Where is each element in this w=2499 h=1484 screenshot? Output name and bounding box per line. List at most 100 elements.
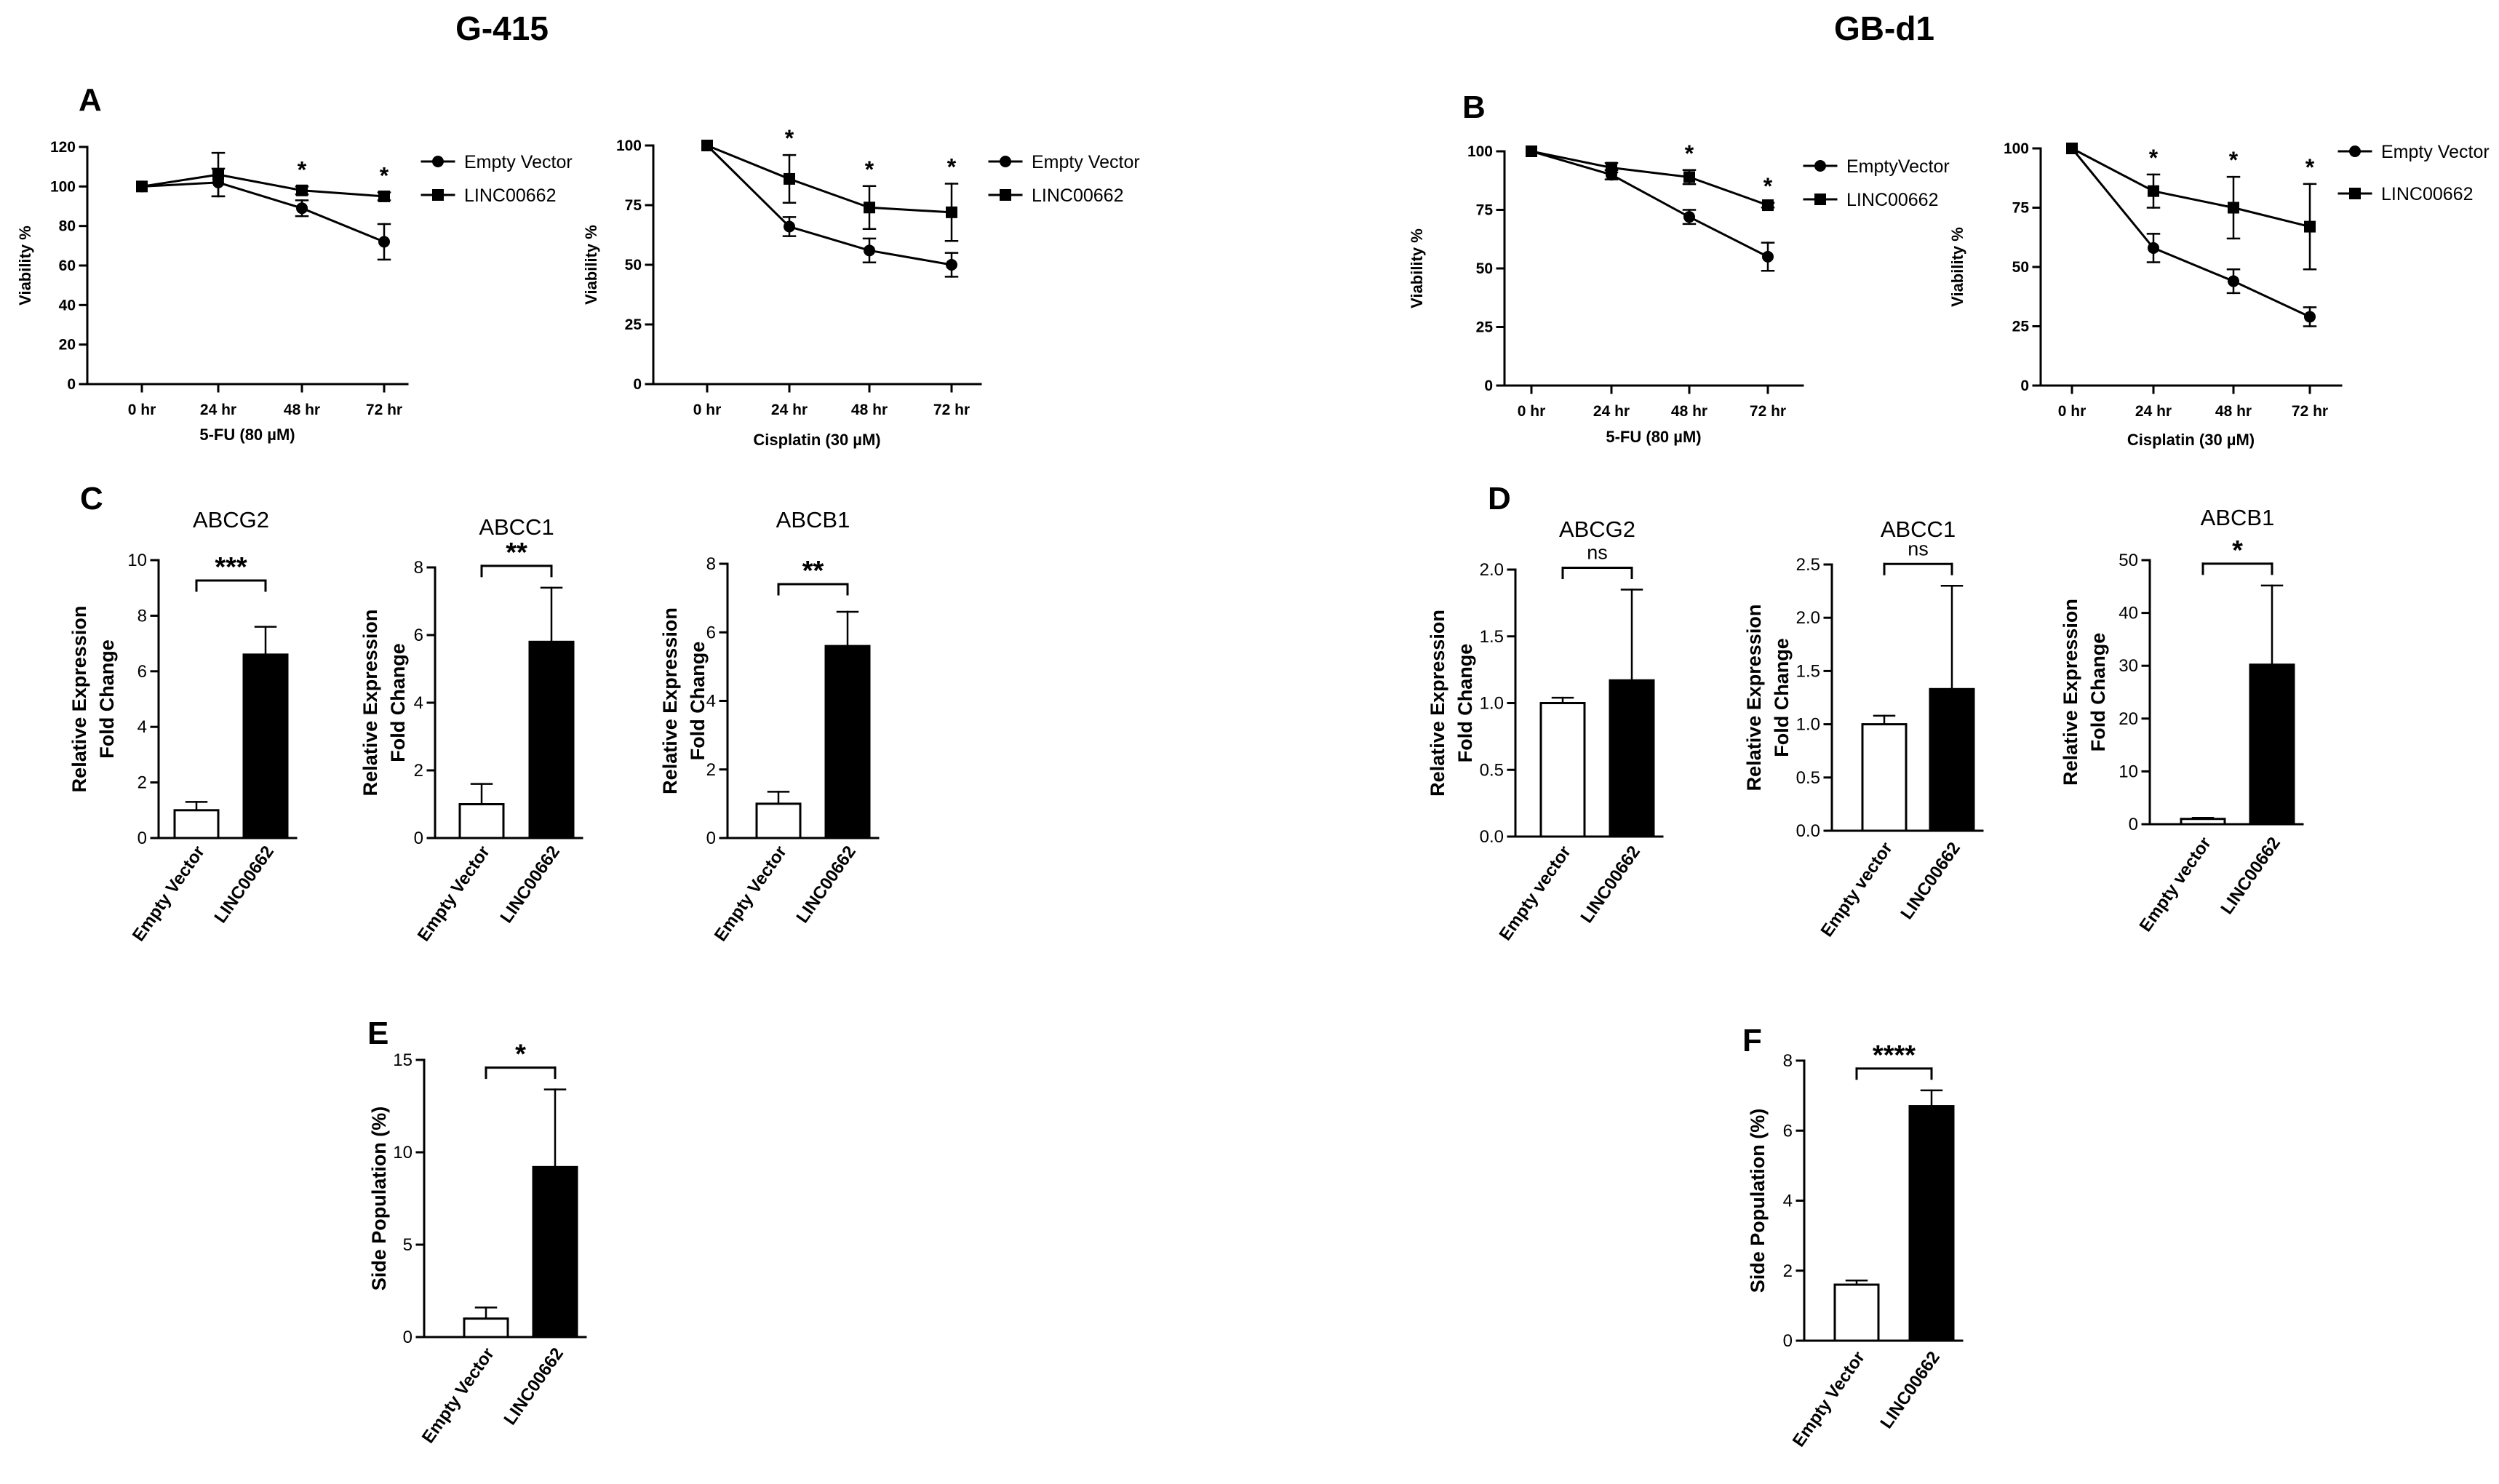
y-tick-label-e: 0 — [403, 1328, 412, 1347]
data-point-a2 — [946, 206, 957, 218]
legend-marker-b2 — [2349, 145, 2361, 157]
y-axis-label-d1: Relative Expression — [1427, 610, 1448, 797]
x-tick-label-b: 0 hr — [1518, 403, 1546, 420]
y-tick-label-f: 4 — [1783, 1192, 1793, 1211]
panel-letter-e: E — [367, 1016, 388, 1051]
y-tick-label-d2: 1.5 — [1796, 661, 1820, 681]
y-tick-label-a: 40 — [59, 297, 76, 314]
data-point-b2 — [2304, 220, 2316, 233]
y-tick-label-d2: 2.0 — [1796, 608, 1820, 628]
y-axis-label-c3: Relative Expression — [659, 607, 681, 794]
y-tick-label-b2: 25 — [2012, 319, 2030, 335]
data-point-a — [296, 202, 308, 215]
x-tick-label-a2: 48 hr — [851, 402, 888, 418]
data-point-b — [1762, 250, 1774, 263]
category-label-d3: Empty vector — [2136, 834, 2215, 936]
x-tick-label-b2: 72 hr — [2292, 403, 2328, 420]
y-tick-label-f: 8 — [1783, 1051, 1793, 1071]
category-label-f: Empty Vector — [1789, 1348, 1869, 1451]
data-point-a — [378, 190, 390, 202]
y-tick-label-c1: 8 — [137, 606, 147, 626]
x-axis-label-a: 5-FU (80 µM) — [199, 426, 295, 444]
bar-linc00662-d3 — [2249, 663, 2295, 826]
legend-marker-a2 — [1000, 156, 1011, 167]
significance-star-b2: * — [2229, 147, 2239, 173]
y-axis-label-a2: Viability % — [582, 225, 600, 305]
data-point-a2 — [784, 220, 795, 233]
x-tick-label-b2: 0 hr — [2058, 403, 2087, 420]
significance-star-b: * — [1763, 173, 1773, 199]
y-tick-label-a2: 0 — [633, 376, 642, 393]
series-line-a2-1 — [706, 144, 952, 214]
category-label-f: LINC00662 — [1876, 1348, 1944, 1432]
y-tick-label-d2: 0.5 — [1796, 768, 1820, 788]
bar-empty-vector-d2 — [1861, 723, 1908, 832]
data-point-b — [1606, 161, 1617, 174]
legend-label-a: LINC00662 — [464, 186, 556, 206]
y-tick-label-d1: 0.5 — [1480, 760, 1504, 780]
data-point-a — [296, 184, 308, 196]
y-tick-label-d3: 50 — [2119, 551, 2138, 570]
data-point-b — [1683, 211, 1695, 223]
panel-letter-f: F — [1742, 1023, 1762, 1058]
y-tick-label-a: 100 — [50, 178, 76, 195]
y-tick-label-a2: 75 — [625, 197, 642, 214]
significance-star-b2: * — [2149, 145, 2159, 171]
legend-label-b2: LINC00662 — [2381, 184, 2473, 204]
bar-chart-title-c2: ABCC1 — [479, 514, 554, 540]
y-tick-label-d1: 2.0 — [1480, 560, 1504, 580]
significance-label-d1: ns — [1587, 542, 1608, 564]
y-tick-label-d3: 0 — [2129, 815, 2138, 834]
category-label-d2: LINC00662 — [1897, 839, 1964, 923]
bar-linc00662-e — [532, 1165, 578, 1339]
x-tick-label-b2: 24 hr — [2135, 403, 2172, 420]
y-tick-label-f: 0 — [1783, 1331, 1793, 1351]
y-tick-label-c3: 4 — [706, 692, 716, 711]
y-axis-label-d3: Relative Expression — [2060, 599, 2081, 786]
x-tick-label-b2: 48 hr — [2215, 403, 2252, 420]
y-tick-label-b: 0 — [1484, 378, 1493, 394]
y-tick-label-a: 120 — [50, 139, 76, 156]
x-axis-label-a2: Cisplatin (30 µM) — [753, 431, 880, 449]
category-label-d1: Empty vector — [1496, 842, 1575, 944]
y-tick-label-c2: 6 — [414, 626, 423, 645]
series-line-b-1 — [1531, 150, 1769, 207]
x-tick-label-b: 72 hr — [1750, 403, 1786, 420]
x-axis-label-b2: Cisplatin (30 µM) — [2127, 431, 2255, 449]
y-tick-label-c3: 0 — [706, 829, 716, 848]
data-point-b2 — [2304, 311, 2316, 323]
significance-star-a2: * — [947, 153, 957, 180]
category-label-d2: Empty vector — [1817, 839, 1897, 941]
x-tick-label-a2: 24 hr — [771, 402, 808, 418]
x-tick-label-a2: 72 hr — [933, 402, 970, 418]
y-tick-label-b: 25 — [1476, 319, 1494, 336]
y-axis-label-d2: Relative Expression — [1743, 605, 1765, 791]
y-tick-label-c3: 2 — [706, 760, 716, 780]
legend-marker-b — [1814, 160, 1826, 172]
bar-empty-vector-c3 — [755, 802, 802, 839]
y-tick-label-a: 20 — [59, 337, 76, 354]
y-tick-label-a2: 100 — [616, 137, 642, 154]
legend-label-b2: Empty Vector — [2381, 142, 2490, 162]
category-label-d1: LINC00662 — [1577, 842, 1644, 927]
bar-chart-title-c1: ABCG2 — [193, 507, 269, 532]
y-axis-label-e: Side Population (%) — [368, 1106, 390, 1291]
series-line-b2-0 — [2070, 148, 2311, 318]
legend-label-b: EmptyVector — [1846, 156, 1950, 177]
bar-linc00662-d1 — [1609, 679, 1655, 838]
y-tick-label-c1: 10 — [127, 551, 147, 570]
y-tick-label-c2: 2 — [414, 761, 423, 781]
x-tick-label-b: 24 hr — [1593, 403, 1630, 420]
y-tick-label-d2: 2.5 — [1796, 555, 1820, 575]
series-line-a-1 — [141, 173, 385, 198]
y-tick-label-d3: 40 — [2119, 604, 2138, 623]
significance-star-a2: * — [865, 156, 874, 183]
legend-marker-b — [1814, 194, 1826, 205]
x-tick-label-a: 24 hr — [200, 402, 236, 418]
y-tick-label-a: 60 — [59, 258, 76, 274]
data-point-b2 — [2228, 202, 2239, 214]
bar-chart-title-c3: ABCB1 — [776, 507, 850, 532]
bar-empty-vector-d1 — [1539, 702, 1586, 838]
y-tick-label-d1: 0.0 — [1480, 827, 1504, 847]
